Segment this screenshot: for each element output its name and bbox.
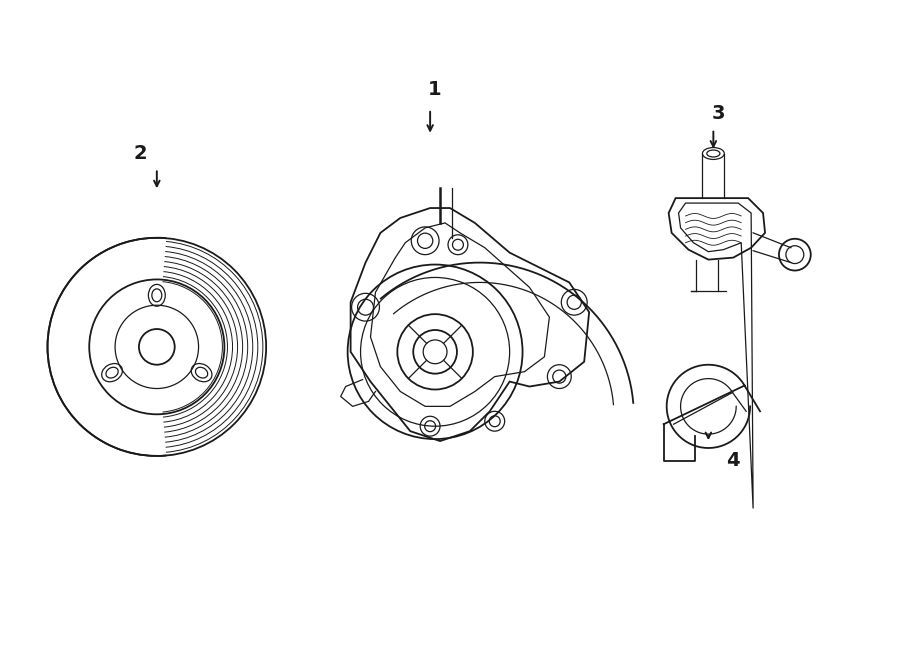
Text: 2: 2 [133, 144, 147, 163]
Text: 3: 3 [712, 105, 725, 123]
Text: 4: 4 [726, 451, 740, 471]
Text: 1: 1 [428, 79, 442, 99]
